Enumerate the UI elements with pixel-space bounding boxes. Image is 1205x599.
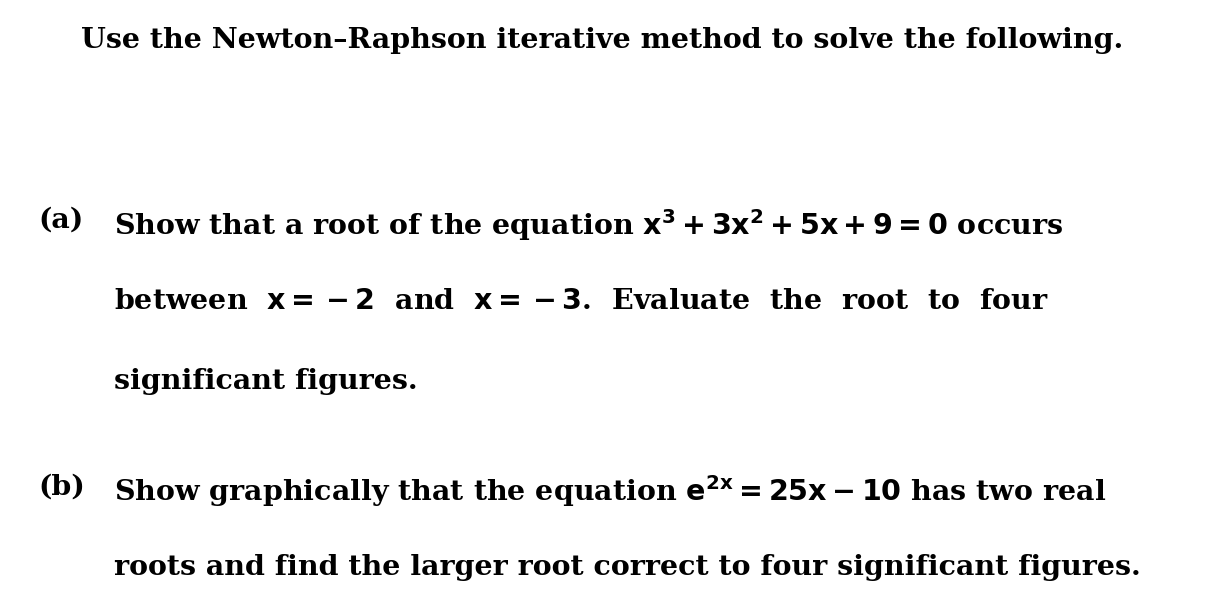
Text: Show that a root of the equation $\mathbf{x^3 + 3x^2 + 5x + 9 = 0}$ occurs: Show that a root of the equation $\mathb… [114,207,1064,243]
Text: roots and find the larger root correct to four significant figures.: roots and find the larger root correct t… [114,554,1141,581]
Text: (b): (b) [39,473,86,500]
Text: (a): (a) [39,207,84,234]
Text: Show graphically that the equation $\mathbf{e^{2x} = 25x - 10}$ has two real: Show graphically that the equation $\mat… [114,473,1106,509]
Text: between  $\mathbf{x = -2}$  and  $\mathbf{x = -3}$.  Evaluate  the  root  to  fo: between $\mathbf{x = -2}$ and $\mathbf{x… [114,288,1050,314]
Text: significant figures.: significant figures. [114,368,418,395]
Text: Use the Newton–Raphson iterative method to solve the following.: Use the Newton–Raphson iterative method … [82,27,1123,54]
